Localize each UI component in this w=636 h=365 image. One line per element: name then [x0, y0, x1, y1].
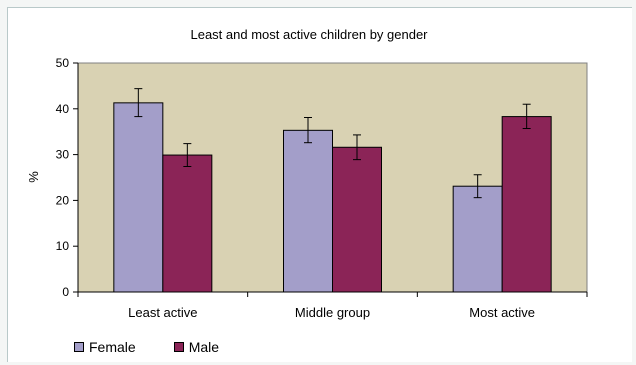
legend-swatch — [74, 342, 84, 352]
y-tick-label: 50 — [56, 56, 70, 70]
legend: Female Male — [74, 337, 257, 357]
bar-female — [452, 185, 503, 293]
y-tick-label: 20 — [56, 193, 70, 207]
legend-label: Female — [89, 339, 136, 355]
x-tick-label: Least active — [128, 305, 197, 320]
bar-female — [113, 102, 164, 293]
bar-male — [501, 116, 552, 293]
y-tick-label: 10 — [56, 239, 70, 253]
y-axis-label: % — [26, 171, 41, 183]
legend-label: Male — [188, 339, 220, 355]
bar-male — [332, 146, 382, 293]
legend-item-male: Male — [173, 339, 220, 355]
x-tick-label: Middle group — [295, 305, 370, 320]
bar-male — [162, 154, 213, 293]
legend-item-female: Female — [74, 339, 136, 355]
y-tick-label: 40 — [56, 102, 70, 116]
y-axis: 0 10 20 30 40 50 — [56, 56, 79, 299]
chart-svg: 0 10 20 30 40 50 Least active Middle group Most… — [26, 56, 588, 320]
error-bars — [134, 88, 531, 199]
legend-swatch — [173, 342, 184, 352]
chart-title: Least and most active children by gender — [190, 27, 428, 42]
x-axis: Least active Middle group Most active — [77, 291, 588, 320]
y-tick-label: 30 — [56, 148, 70, 162]
bars — [113, 102, 552, 293]
x-tick-label: Most active — [469, 305, 535, 320]
y-tick-label: 0 — [62, 285, 69, 299]
bar-female — [283, 129, 333, 293]
